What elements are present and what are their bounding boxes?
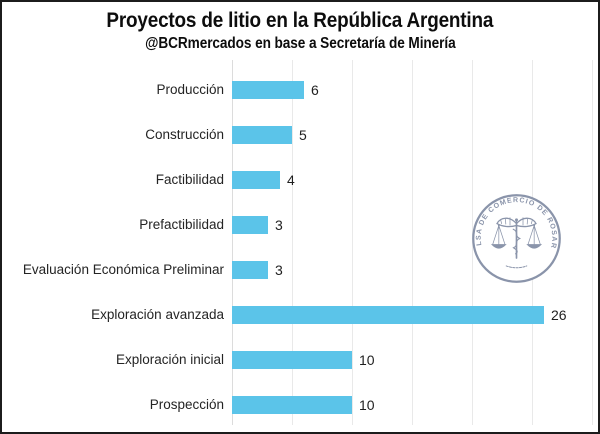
chart-subtitle-text: @BCRmercados en base a Secretaría de Min… <box>144 35 456 52</box>
bar <box>232 350 352 369</box>
category-label: Exploración inicial <box>115 351 224 367</box>
category-label: Factibilidad <box>155 171 224 187</box>
category-label: Evaluación Económica Preliminar <box>22 261 224 277</box>
value-label: 3 <box>275 216 283 233</box>
gridline-x-30 <box>592 60 593 425</box>
bar <box>232 170 280 189</box>
bar <box>232 125 292 144</box>
bar <box>232 260 268 279</box>
seal-right-scale-pan-icon <box>526 244 543 249</box>
bar <box>232 305 544 324</box>
value-label: 6 <box>311 81 319 98</box>
seal-motto-line <box>505 265 528 269</box>
value-label: 26 <box>551 306 567 323</box>
gridline-x-5 <box>292 60 293 425</box>
category-label: Prospección <box>149 396 224 412</box>
value-label: 4 <box>287 171 295 188</box>
value-label: 3 <box>275 261 283 278</box>
category-label: Construcción <box>145 126 224 142</box>
y-axis-line <box>232 60 233 425</box>
chart-title: Proyectos de litio en la República Argen… <box>2 8 598 33</box>
bar <box>232 80 304 99</box>
bar <box>232 395 352 414</box>
chart-title-text: Proyectos de litio en la República Argen… <box>106 8 494 32</box>
category-label: Exploración avanzada <box>91 306 224 322</box>
bcr-rosario-seal-logo: BOLSA DE COMERCIO DE ROSARIO <box>470 192 561 283</box>
value-label: 5 <box>299 126 307 143</box>
seal-left-scale-pan-icon <box>490 244 507 249</box>
chart-subtitle: @BCRmercados en base a Secretaría de Min… <box>2 35 598 53</box>
category-label: Prefactibilidad <box>139 216 224 232</box>
bar <box>232 215 268 234</box>
gridline-x-15 <box>412 60 413 425</box>
value-label: 10 <box>359 396 375 413</box>
value-label: 10 <box>359 351 375 368</box>
category-label: Producción <box>156 81 224 97</box>
gridline-x-10 <box>352 60 353 425</box>
